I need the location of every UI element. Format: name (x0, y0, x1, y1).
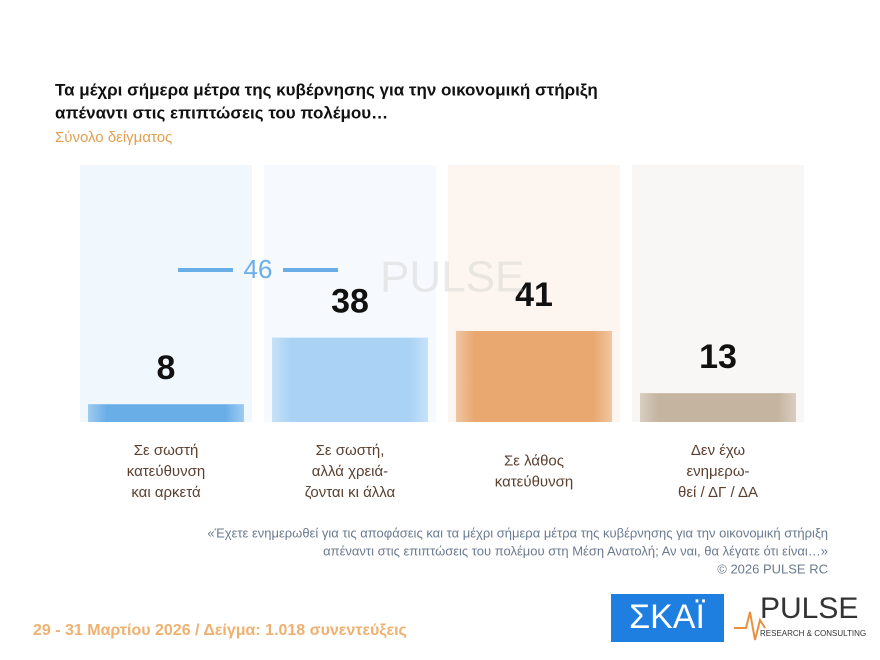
pulse-logo: PULSE (760, 592, 858, 625)
panel-bg (80, 165, 252, 422)
category-label: και αρκετά (131, 484, 201, 501)
footer: 29 - 31 Μαρτίου 2026 / Δείγμα: 1.018 συν… (33, 622, 407, 639)
category-label: κατεύθυνση (495, 473, 573, 490)
subtitle: Σύνολο δείγματος (55, 129, 172, 146)
category-label: Σε σωστή, (316, 442, 385, 459)
category-label: Σε λάθος (504, 452, 564, 469)
bar-shine (272, 337, 428, 422)
bar-shine (456, 330, 612, 422)
category-label: κατεύθυνση (127, 463, 205, 480)
chart-title: Τα μέχρι σήμερα μέτρα της κυβέρνησης για… (55, 80, 598, 99)
bracket-label: 46 (244, 254, 273, 284)
question-note: απέναντι στις επιπτώσεις του πολέμου στη… (323, 543, 828, 558)
value-label: 41 (515, 276, 553, 314)
copyright: © 2026 PULSE RC (717, 561, 828, 576)
channel-logo: ΣΚΑΪ (629, 598, 705, 636)
chart-title: απέναντι στις επιπτώσεις του πολέμου… (55, 103, 388, 122)
bar-shine (88, 404, 244, 422)
category-label: ζονται κι άλλα (305, 484, 396, 501)
category-label: ενημερω- (686, 463, 749, 480)
watermark: PULSE (380, 253, 524, 302)
question-note: «Έχετε ενημερωθεί για τις αποφάσεις και … (207, 525, 828, 540)
value-label: 8 (157, 349, 176, 387)
plot-area: 8 Σε σωστή κατεύθυνση και αρκετά 38 Σε σωστή,… (80, 165, 804, 501)
value-label: 13 (699, 338, 737, 376)
pulse-logo-icon (734, 611, 766, 641)
pulse-tagline: RESEARCH & CONSULTING (760, 629, 866, 638)
value-label: 38 (331, 283, 369, 321)
category-label: Δεν έχω (691, 442, 746, 459)
category-label: θεί / ΔΓ / ΔΑ (678, 484, 758, 501)
bar-shine (640, 393, 796, 422)
channel-logo-box (611, 594, 724, 642)
category-label: Σε σωστή (134, 442, 199, 459)
panel-bg (632, 165, 804, 422)
category-label: αλλά χρειά- (312, 463, 388, 480)
